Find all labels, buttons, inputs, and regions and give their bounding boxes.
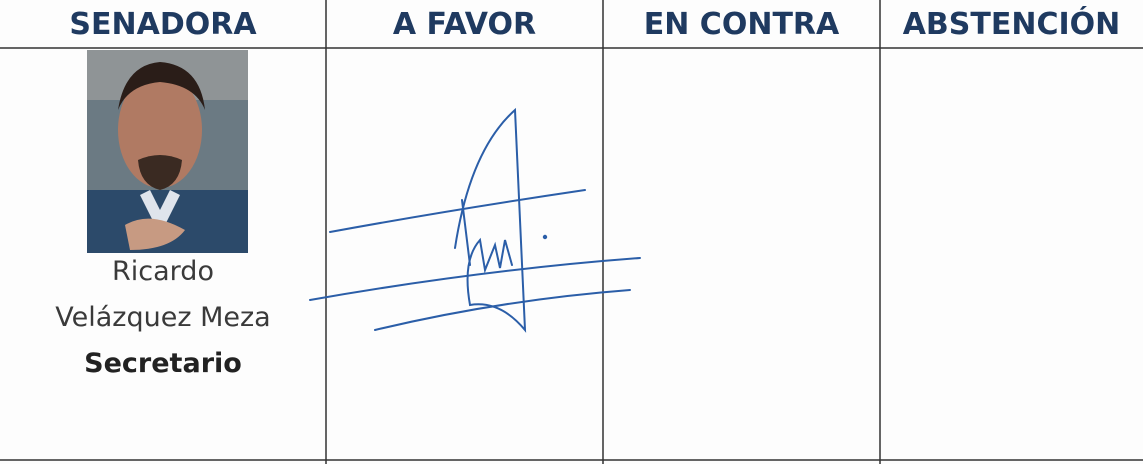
senator-name: Velázquez Meza: [55, 302, 271, 333]
portrait-photo: [87, 50, 248, 253]
column-header: ABSTENCIÓN: [902, 7, 1121, 42]
column-header: EN CONTRA: [643, 7, 840, 42]
senator-role: Secretario: [84, 348, 242, 379]
column-header: SENADORA: [69, 7, 257, 42]
column-header: A FAVOR: [392, 7, 537, 42]
senator-name: Ricardo: [112, 256, 214, 287]
signature: [309, 107, 641, 333]
